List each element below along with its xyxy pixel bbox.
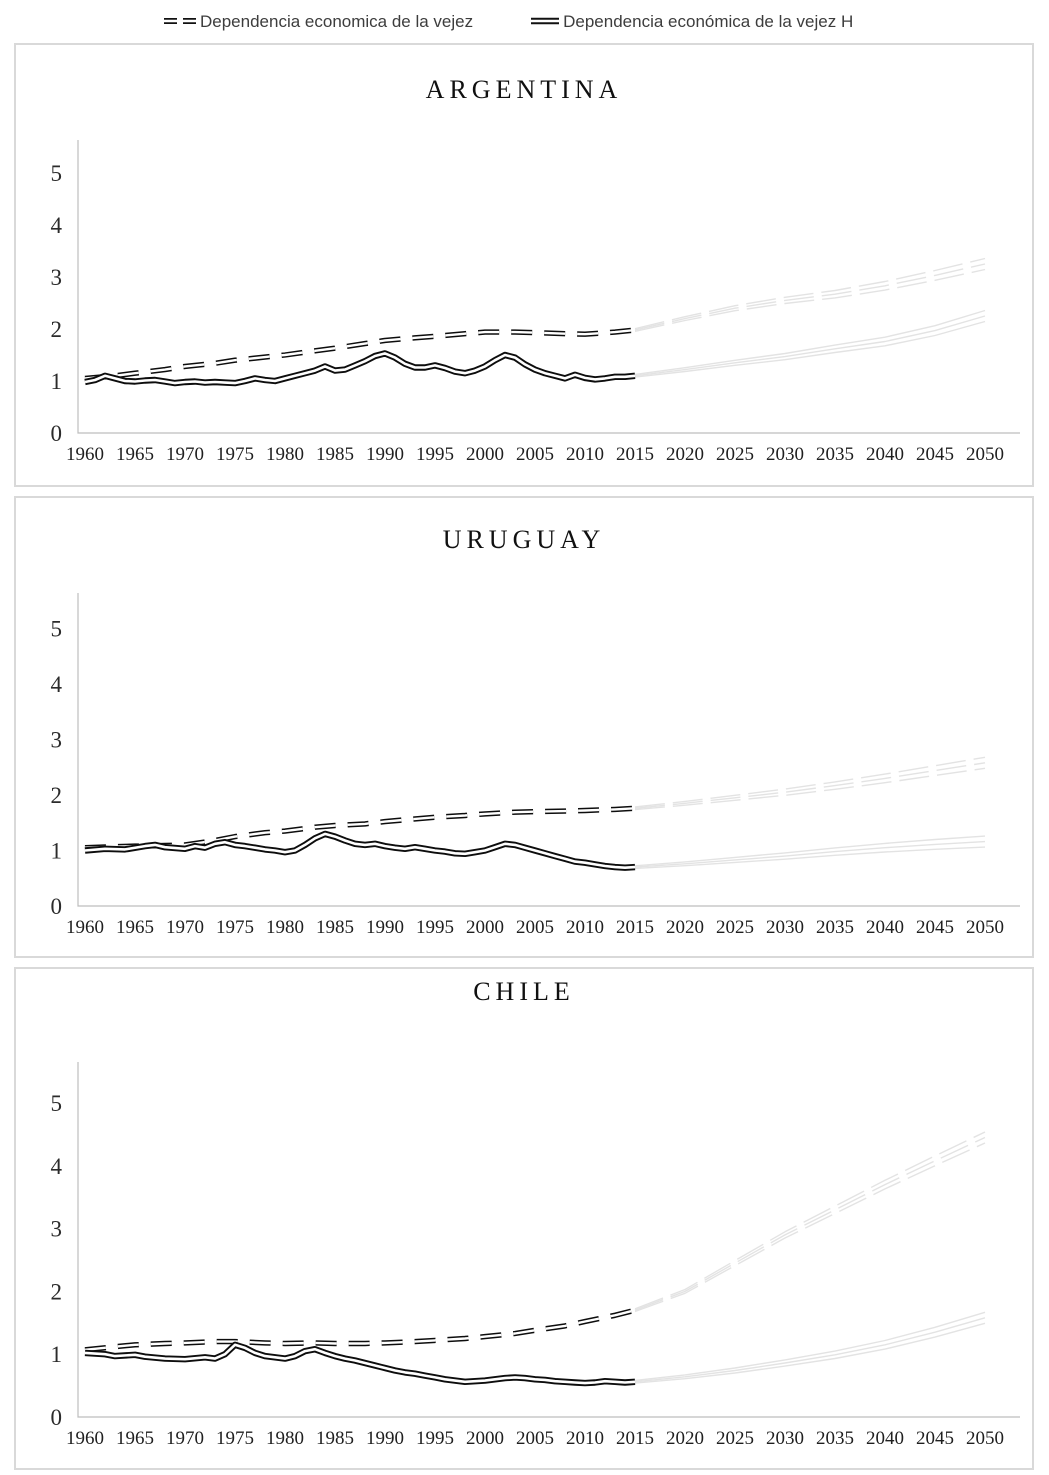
chart-title-argentina: ARGENTINA [425,75,623,104]
argentina-chart: 0 1 2 3 4 5 1960 1965 1970 1975 1980 1985 1990 1995 20… [51,140,1020,465]
svg-text:3: 3 [51,265,63,290]
svg-text:2050: 2050 [966,917,1004,938]
solid-line-icon [529,12,561,32]
chile-chart: 0 1 2 3 4 5 1960 1965 1970 1975 1980 1985 1990 1995 20… [51,1062,1020,1449]
dashed-line-icon [162,12,198,32]
svg-text:3: 3 [51,728,63,753]
svg-text:1960: 1960 [66,917,104,938]
svg-text:2020: 2020 [666,917,704,938]
svg-text:2045: 2045 [916,444,954,465]
svg-text:2005: 2005 [516,444,554,465]
svg-text:2000: 2000 [466,444,504,465]
svg-text:5: 5 [51,1091,63,1116]
svg-text:1980: 1980 [266,1428,304,1449]
svg-text:2030: 2030 [766,917,804,938]
svg-text:2005: 2005 [516,917,554,938]
chart-title-uruguay: URUGUAY [442,525,606,554]
svg-text:1965: 1965 [116,1428,154,1449]
svg-text:4: 4 [51,672,63,697]
svg-text:2020: 2020 [666,1428,704,1449]
svg-text:1970: 1970 [166,444,204,465]
svg-text:3: 3 [51,1217,63,1242]
svg-text:2015: 2015 [616,917,654,938]
svg-text:1975: 1975 [216,444,254,465]
svg-text:2010: 2010 [566,1428,604,1449]
svg-text:2030: 2030 [766,444,804,465]
svg-text:2000: 2000 [466,1428,504,1449]
svg-text:1975: 1975 [216,917,254,938]
svg-text:5: 5 [51,161,63,186]
svg-text:1995: 1995 [416,444,454,465]
svg-text:1: 1 [51,839,63,864]
legend-label-solid: Dependencia económica de la vejez H [563,11,854,31]
svg-text:2045: 2045 [916,917,954,938]
svg-text:2035: 2035 [816,444,854,465]
svg-text:0: 0 [51,894,63,919]
svg-text:2030: 2030 [766,1428,804,1449]
svg-text:2005: 2005 [516,1428,554,1449]
svg-text:2045: 2045 [916,1428,954,1449]
svg-text:2040: 2040 [866,1428,904,1449]
svg-text:2035: 2035 [816,917,854,938]
svg-text:4: 4 [51,1154,63,1179]
svg-text:2050: 2050 [966,444,1004,465]
svg-text:2015: 2015 [616,1428,654,1449]
svg-text:1980: 1980 [266,917,304,938]
svg-text:1: 1 [51,369,63,394]
svg-text:1995: 1995 [416,917,454,938]
svg-text:2025: 2025 [716,1428,754,1449]
legend-label-dashed: Dependencia economica de la vejez [200,11,474,31]
svg-text:1: 1 [51,1342,63,1367]
svg-text:2: 2 [51,783,63,808]
svg-text:1980: 1980 [266,444,304,465]
svg-text:1985: 1985 [316,444,354,465]
svg-text:5: 5 [51,617,63,642]
svg-text:1965: 1965 [116,917,154,938]
legend-item-solid: Dependencia económica de la vejez H [529,12,853,32]
chart-panel-uruguay: 0 1 2 3 4 5 1960 1965 1970 1975 1980 1985 1990 1995 20… [14,496,1034,958]
svg-text:1960: 1960 [66,1428,104,1449]
svg-text:2010: 2010 [566,444,604,465]
svg-text:1960: 1960 [66,444,104,465]
chart-panel-chile: 0 1 2 3 4 5 1960 1965 1970 1975 1980 1985 1990 1995 20… [14,967,1034,1470]
svg-text:1975: 1975 [216,1428,254,1449]
svg-text:1990: 1990 [366,1428,404,1449]
svg-text:1970: 1970 [166,917,204,938]
svg-text:1995: 1995 [416,1428,454,1449]
svg-text:1970: 1970 [166,1428,204,1449]
svg-text:2015: 2015 [616,444,654,465]
svg-text:2050: 2050 [966,1428,1004,1449]
svg-text:2: 2 [51,317,63,342]
svg-text:2025: 2025 [716,444,754,465]
svg-text:1985: 1985 [316,1428,354,1449]
uruguay-chart: 0 1 2 3 4 5 1960 1965 1970 1975 1980 1985 1990 1995 20… [51,593,1020,938]
svg-text:2035: 2035 [816,1428,854,1449]
chart-panel-argentina: 0 1 2 3 4 5 1960 1965 1970 1975 1980 1985 1990 1995 20… [14,43,1034,487]
svg-text:2025: 2025 [716,917,754,938]
legend-item-dashed: Dependencia economica de la vejez [162,12,473,32]
svg-text:2010: 2010 [566,917,604,938]
svg-text:0: 0 [51,1405,63,1430]
svg-text:1990: 1990 [366,917,404,938]
chart-title-chile: CHILE [473,977,575,1006]
legend: Dependencia economica de la vejez Depend… [0,0,1049,43]
svg-text:1990: 1990 [366,444,404,465]
svg-text:2: 2 [51,1279,63,1304]
svg-text:1965: 1965 [116,444,154,465]
svg-text:0: 0 [51,421,63,446]
svg-text:2040: 2040 [866,444,904,465]
svg-text:2020: 2020 [666,444,704,465]
svg-text:2040: 2040 [866,917,904,938]
svg-text:1985: 1985 [316,917,354,938]
svg-text:2000: 2000 [466,917,504,938]
svg-text:4: 4 [51,213,63,238]
